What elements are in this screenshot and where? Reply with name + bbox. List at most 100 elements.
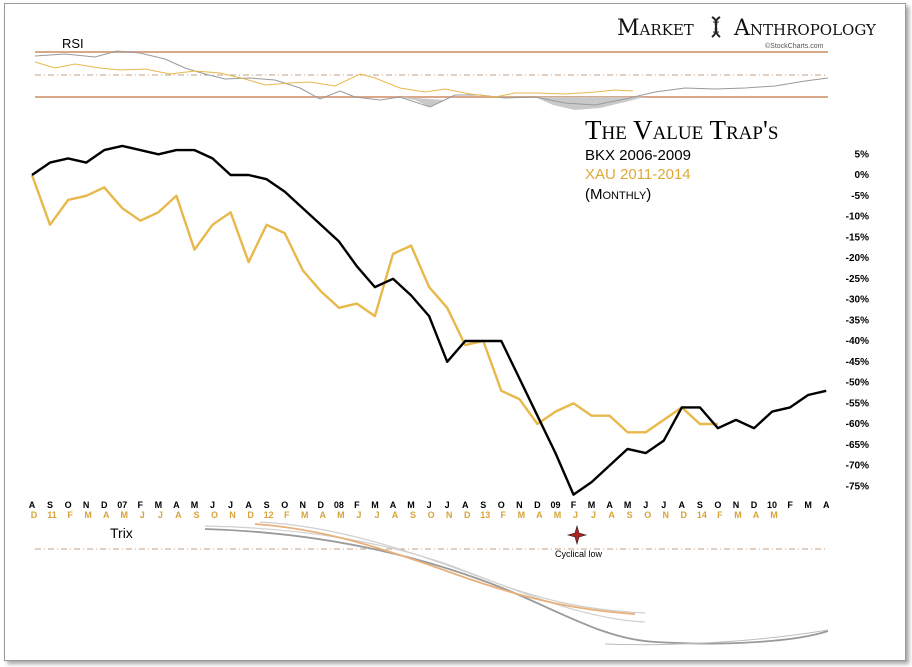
x-tick-label-bkx: A [823, 500, 830, 510]
x-tick-label-xau: A [320, 510, 327, 520]
x-tick-label-xau: M [121, 510, 129, 520]
chart-title: The Value Trap's [585, 115, 778, 145]
y-tick-label: 5% [855, 149, 870, 160]
trix-light-line [204, 525, 646, 623]
legend-xau: XAU 2011-2014 [585, 166, 691, 183]
y-tick-label: -70% [846, 461, 869, 472]
x-tick-label-xau: J [374, 510, 379, 520]
x-tick-label-bkx: J [228, 500, 233, 510]
x-tick-label-bkx: A [606, 500, 613, 510]
xau-series-line [30, 174, 718, 434]
rsi-oversold-fill-2 [535, 97, 645, 110]
x-tick-label-bkx: J [445, 500, 450, 510]
x-tick-label-xau: O [644, 510, 651, 520]
x-tick-label-xau: O [211, 510, 218, 520]
cyclical-low-marker [566, 524, 588, 546]
x-tick-label-bkx: M [191, 500, 199, 510]
trix-panel [35, 521, 829, 646]
x-tick-label-xau: J [591, 510, 596, 520]
x-tick-label-xau: S [627, 510, 633, 520]
x-tick-label-bkx: A [679, 500, 686, 510]
x-tick-label-bkx: F [787, 500, 793, 510]
x-tick-label-xau: A [392, 510, 399, 520]
x-tick-label-xau: F [284, 510, 290, 520]
y-tick-label: -10% [846, 212, 869, 223]
y-tick-label: -40% [846, 336, 869, 347]
y-tick-label: -55% [846, 398, 869, 409]
x-tick-label-xau: S [193, 510, 199, 520]
rsi-xau-line [34, 61, 634, 98]
x-tick-label-xau: J [158, 510, 163, 520]
x-tick-label-xau: 11 [47, 510, 57, 520]
y-tick-label: -30% [846, 295, 869, 306]
x-tick-label-xau: N [229, 510, 236, 520]
x-tick-label-xau: A [536, 510, 543, 520]
x-tick-label-bkx: M [804, 500, 812, 510]
x-tick-label-xau: D [681, 510, 688, 520]
x-axis-bkx: A S O N D 07 F M A M J J A S O N D 08 F M A M J J A S O N D 09 F M A M J J A… [29, 500, 830, 510]
x-tick-label-xau: D [31, 510, 38, 520]
x-tick-label-bkx: 08 [334, 500, 344, 510]
cyclical-low-label: Cyclical low [555, 549, 603, 559]
x-tick-label-xau: D [247, 510, 254, 520]
x-tick-label-bkx: M [624, 500, 632, 510]
bkx-series-line [31, 144, 827, 496]
x-tick-label-bkx: S [47, 500, 53, 510]
x-tick-label-bkx: J [661, 500, 666, 510]
x-tick-label-bkx: M [155, 500, 163, 510]
x-tick-label-bkx: M [588, 500, 596, 510]
x-tick-label-bkx: A [390, 500, 397, 510]
x-tick-label-xau: 12 [264, 510, 274, 520]
rsi-panel [34, 50, 829, 110]
credit-text: ©StockCharts.com [765, 42, 824, 50]
x-tick-label-xau: A [103, 510, 110, 520]
y-tick-label: -45% [846, 357, 869, 368]
x-tick-label-bkx: O [498, 500, 505, 510]
y-tick-label: -65% [846, 440, 869, 451]
y-tick-label: -25% [846, 274, 869, 285]
x-tick-label-bkx: S [264, 500, 270, 510]
y-tick-label: -60% [846, 419, 869, 430]
x-tick-label-bkx: O [65, 500, 72, 510]
y-tick-label: -50% [846, 378, 869, 389]
x-tick-label-xau: M [770, 510, 778, 520]
brand-anthropology: Anthropology [733, 16, 877, 41]
x-tick-label-bkx: D [318, 500, 325, 510]
x-tick-label-bkx: N [300, 500, 307, 510]
x-tick-label-xau: A [753, 510, 760, 520]
x-tick-label-bkx: F [354, 500, 360, 510]
x-tick-label-xau: S [410, 510, 416, 520]
rsi-bkx-line [34, 50, 829, 108]
x-tick-label-xau: 14 [697, 510, 707, 520]
x-tick-label-xau: M [337, 510, 345, 520]
x-tick-label-xau: F [717, 510, 723, 520]
x-tick-label-xau: A [175, 510, 182, 520]
x-tick-label-bkx: M [371, 500, 379, 510]
x-tick-label-bkx: D [534, 500, 541, 510]
y-tick-label: -5% [851, 191, 869, 202]
x-tick-label-bkx: A [173, 500, 180, 510]
x-axis-xau: D 11 F M A M J J A S O N D 12 F M A M J J A S O N D 13 F M A M J J A S O N D… [31, 510, 778, 520]
x-tick-label-xau: F [67, 510, 73, 520]
legend-bkx: BKX 2006-2009 [585, 147, 691, 164]
x-tick-label-bkx: F [571, 500, 577, 510]
x-tick-label-xau: J [573, 510, 578, 520]
x-tick-label-bkx: A [462, 500, 469, 510]
trix-light-line-2 [259, 521, 646, 614]
x-tick-label-xau: M [84, 510, 92, 520]
x-tick-label-bkx: O [714, 500, 721, 510]
star-icon [566, 524, 588, 546]
x-tick-label-xau: J [356, 510, 361, 520]
x-tick-label-xau: M [734, 510, 742, 520]
x-tick-label-bkx: O [281, 500, 288, 510]
y-tick-label: 0% [855, 170, 870, 181]
x-tick-label-bkx: N [733, 500, 740, 510]
x-tick-label-xau: O [428, 510, 435, 520]
x-tick-label-bkx: A [29, 500, 36, 510]
x-tick-label-xau: A [608, 510, 615, 520]
brand-market: Market [617, 16, 694, 41]
x-tick-label-bkx: S [480, 500, 486, 510]
y-axis: 5% 0% -5% -10% -15% -20% -25% -30% -35% -40% -45% -… [846, 149, 869, 492]
chart-canvas: Market Anthropology ©StockCharts.com RSI… [29, 16, 877, 646]
rsi-oversold-fill [400, 97, 445, 107]
